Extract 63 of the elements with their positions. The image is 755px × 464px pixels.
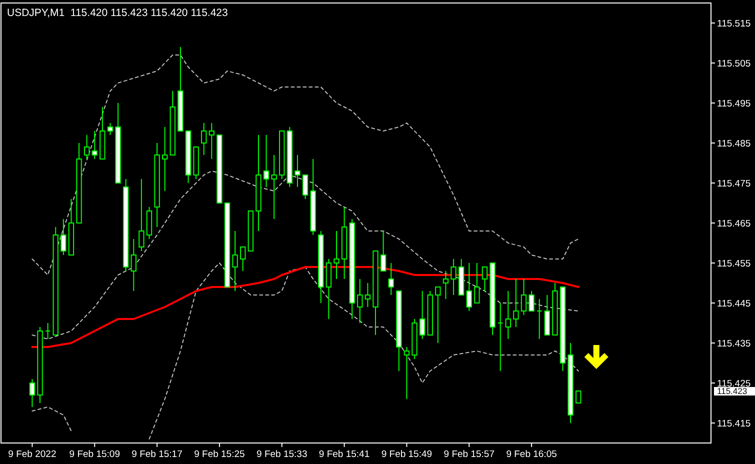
candlestick [357, 278, 363, 324]
candlestick [513, 278, 519, 328]
y-tick-label: 115.435 [717, 338, 751, 350]
candlestick [334, 230, 340, 280]
candlestick [388, 262, 394, 296]
x-tick-label: 9 Feb 15:25 [194, 449, 245, 460]
candlestick [271, 154, 277, 220]
candlestick [536, 298, 542, 340]
candlestick [29, 378, 36, 408]
candlestick [130, 238, 136, 292]
candlestick [466, 262, 472, 312]
candlestick [326, 258, 332, 320]
candlestick [576, 390, 582, 404]
candlestick [528, 290, 534, 312]
candlestick [208, 122, 214, 160]
y-tick-label: 115.455 [717, 258, 751, 270]
candlestick [44, 322, 51, 340]
candlestick [442, 270, 449, 300]
candlestick [474, 262, 480, 304]
candlestick [162, 126, 168, 192]
candlestick [482, 266, 488, 292]
y-tick-label: 115.495 [717, 98, 751, 110]
x-tick-label: 9 Feb 15:09 [69, 449, 120, 460]
y-tick-label: 115.515 [717, 18, 751, 30]
candlestick [544, 294, 550, 336]
candlestick [450, 258, 456, 296]
candlestick [380, 230, 386, 272]
candlestick [146, 206, 152, 240]
x-tick-label: 9 Feb 15:49 [381, 449, 432, 460]
candlestick [520, 278, 527, 316]
x-tick-label: 9 Feb 15:57 [444, 449, 494, 460]
line-series [32, 170, 579, 340]
line-series [32, 54, 579, 276]
x-tick-label: 9 Feb 15:33 [256, 449, 308, 460]
y-tick-label: 115.475 [717, 178, 751, 190]
y-tick-label: 115.485 [717, 138, 751, 150]
y-tick-label: 115.465 [717, 218, 751, 230]
candlestick [240, 246, 246, 272]
y-tick-label: 115.505 [717, 58, 751, 70]
x-tick-label: 9 Feb 15:41 [318, 449, 370, 460]
candlestick [435, 286, 441, 344]
chart-title: USDJPY,M1 115.420 115.423 115.420 115.423 [7, 7, 228, 19]
candlestick [302, 174, 308, 200]
x-tick-label: 9 Feb 16:05 [506, 449, 557, 460]
candlestick [419, 290, 426, 340]
candlestick [84, 134, 90, 160]
y-tick-label: 115.445 [717, 298, 751, 310]
candlestick [294, 154, 300, 188]
candlestick [263, 134, 270, 188]
candlestick [404, 346, 410, 400]
x-tick-label: 9 Feb 2022 [8, 449, 56, 460]
candlestick [60, 218, 66, 256]
candlestick [138, 178, 144, 252]
candlestick [92, 130, 98, 160]
line-series [31, 266, 580, 348]
y-tick-label: 115.415 [717, 418, 751, 430]
candlestick [364, 282, 371, 308]
candlestick [498, 302, 504, 372]
candlestick [232, 230, 238, 292]
candlestick [201, 122, 207, 156]
candlestick [505, 290, 511, 340]
candlestick [107, 122, 114, 136]
x-tick-label: 9 Feb 15:17 [132, 449, 182, 460]
